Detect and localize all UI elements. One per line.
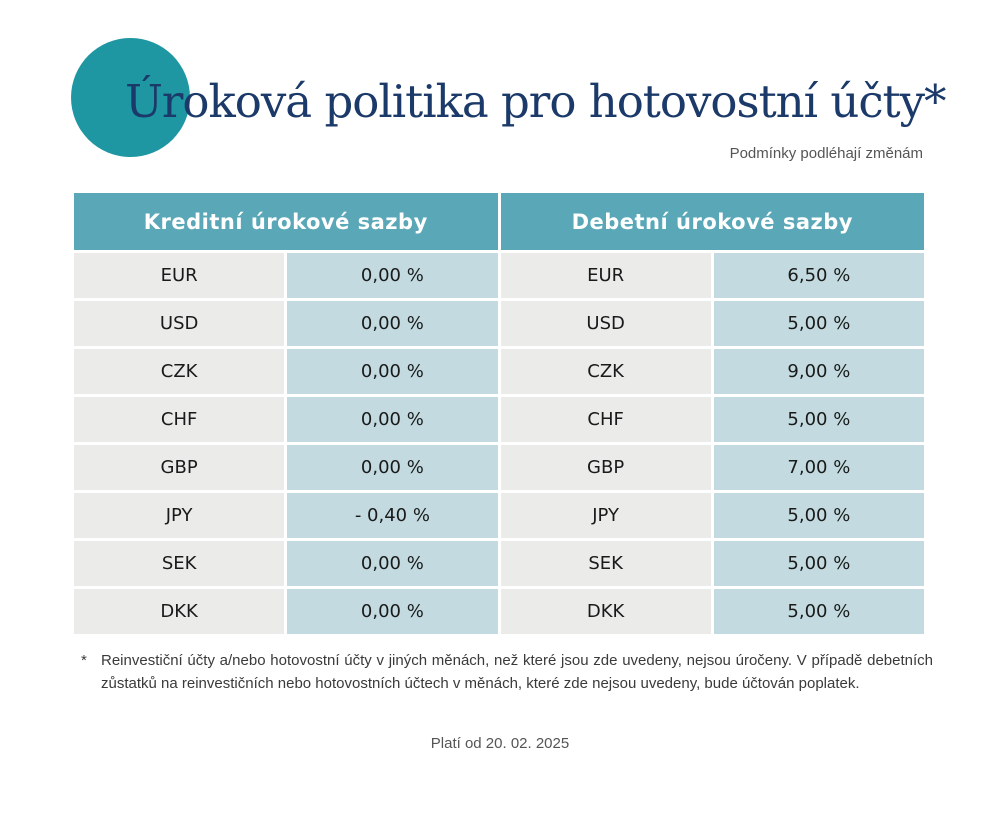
table-row: USD 0,00 % USD 5,00 %	[74, 301, 924, 346]
debit-currency: DKK	[500, 589, 711, 634]
table-row: JPY - 0,40 % JPY 5,00 %	[74, 493, 924, 538]
debit-rate: 9,00 %	[713, 349, 924, 394]
credit-currency: EUR	[74, 253, 285, 298]
credit-currency: CHF	[74, 397, 285, 442]
debit-currency: CHF	[500, 397, 711, 442]
credit-currency: JPY	[74, 493, 285, 538]
credit-currency: USD	[74, 301, 285, 346]
interest-rates-table: Kreditní úrokové sazby Debetní úrokové s…	[71, 190, 927, 637]
debit-rate: 5,00 %	[713, 301, 924, 346]
debit-currency: SEK	[500, 541, 711, 586]
credit-currency: CZK	[74, 349, 285, 394]
table-row: GBP 0,00 % GBP 7,00 %	[74, 445, 924, 490]
credit-rates-header: Kreditní úrokové sazby	[74, 193, 498, 250]
page-subtitle: Podmínky podléhají změnám	[729, 145, 923, 162]
decorative-circle	[71, 38, 190, 157]
footnote-marker: *	[81, 652, 87, 669]
debit-currency: EUR	[500, 253, 711, 298]
debit-rate: 5,00 %	[713, 541, 924, 586]
table-row: EUR 0,00 % EUR 6,50 %	[74, 253, 924, 298]
page-title: Úroková politika pro hotovostní účty*	[125, 75, 947, 128]
footnote-text: Reinvestiční účty a/nebo hotovostní účty…	[101, 652, 933, 692]
debit-currency: JPY	[500, 493, 711, 538]
debit-currency: USD	[500, 301, 711, 346]
footnote: * Reinvestiční účty a/nebo hotovostní úč…	[81, 649, 933, 695]
table-row: CHF 0,00 % CHF 5,00 %	[74, 397, 924, 442]
credit-rate: 0,00 %	[287, 589, 498, 634]
debit-rate: 5,00 %	[713, 397, 924, 442]
debit-rate: 7,00 %	[713, 445, 924, 490]
credit-currency: GBP	[74, 445, 285, 490]
table-row: SEK 0,00 % SEK 5,00 %	[74, 541, 924, 586]
credit-rate: 0,00 %	[287, 397, 498, 442]
debit-rate: 6,50 %	[713, 253, 924, 298]
credit-rate: 0,00 %	[287, 349, 498, 394]
debit-rate: 5,00 %	[713, 589, 924, 634]
debit-currency: GBP	[500, 445, 711, 490]
table-row: DKK 0,00 % DKK 5,00 %	[74, 589, 924, 634]
credit-rate: 0,00 %	[287, 445, 498, 490]
credit-rate: - 0,40 %	[287, 493, 498, 538]
credit-rate: 0,00 %	[287, 541, 498, 586]
credit-rate: 0,00 %	[287, 253, 498, 298]
debit-currency: CZK	[500, 349, 711, 394]
table-row: CZK 0,00 % CZK 9,00 %	[74, 349, 924, 394]
debit-rates-header: Debetní úrokové sazby	[500, 193, 924, 250]
debit-rate: 5,00 %	[713, 493, 924, 538]
table-header-row: Kreditní úrokové sazby Debetní úrokové s…	[74, 193, 924, 250]
credit-currency: SEK	[74, 541, 285, 586]
credit-rate: 0,00 %	[287, 301, 498, 346]
credit-currency: DKK	[74, 589, 285, 634]
validity-date: Platí od 20. 02. 2025	[430, 735, 570, 752]
